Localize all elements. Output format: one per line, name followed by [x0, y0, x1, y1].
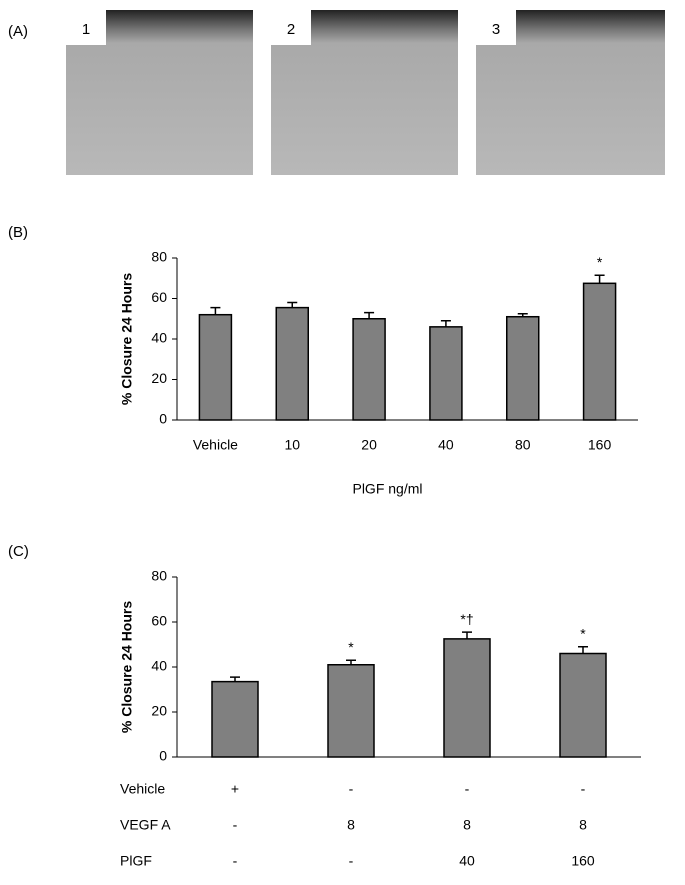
error-bar: [287, 301, 298, 308]
y-tick-label: 80: [151, 568, 167, 584]
table-cell: 40: [459, 853, 475, 869]
bar: [559, 652, 607, 758]
x-tick-label: 40: [438, 437, 454, 453]
image-label: 3: [492, 21, 500, 38]
image-label: 2: [287, 21, 295, 38]
y-tick-label: 60: [151, 289, 167, 305]
y-tick-label: 40: [151, 330, 167, 346]
error-bar: [517, 312, 528, 317]
bar: [352, 318, 386, 421]
row-label: VEGF A: [120, 817, 171, 833]
y-axis-label: % Closure 24 Hours: [119, 273, 135, 405]
x-axis-label: PlGF ng/ml: [352, 481, 422, 497]
panel-label: (C): [8, 543, 29, 560]
table-cell: -: [349, 781, 354, 797]
y-tick-label: 20: [151, 703, 167, 719]
bar: [582, 282, 617, 421]
error-bar: [440, 320, 451, 327]
error-bar: [364, 311, 375, 319]
bar: [275, 306, 309, 421]
micrograph: 1: [66, 10, 253, 175]
row-label: Vehicle: [120, 781, 165, 797]
y-axis-label: % Closure 24 Hours: [119, 601, 135, 733]
significance-mark: *: [597, 254, 603, 270]
micrograph: 3: [476, 10, 665, 175]
y-tick-label: 40: [151, 658, 167, 674]
bar: [443, 638, 491, 758]
error-bar: [210, 306, 221, 315]
micrograph: 2: [271, 10, 458, 175]
x-tick-label: 160: [588, 437, 612, 453]
y-tick-label: 0: [159, 748, 167, 764]
panel-label: (A): [8, 23, 28, 40]
row-label: PlGF: [120, 853, 152, 869]
table-cell: 8: [347, 817, 355, 833]
y-tick-label: 60: [151, 613, 167, 629]
table-cell: +: [231, 781, 239, 797]
y-tick-label: 20: [151, 370, 167, 386]
bar: [198, 313, 233, 421]
table-cell: -: [349, 853, 354, 869]
bar: [211, 680, 259, 758]
significance-mark: *: [348, 639, 354, 655]
table-cell: 160: [571, 853, 595, 869]
x-tick-label: 10: [284, 437, 300, 453]
table-cell: 8: [579, 817, 587, 833]
image-label: 1: [82, 21, 90, 38]
x-tick-label: 20: [361, 437, 377, 453]
significance-mark: *†: [460, 611, 473, 627]
table-cell: -: [233, 817, 238, 833]
y-tick-label: 0: [159, 411, 167, 427]
error-bar: [462, 631, 472, 639]
error-bar: [230, 676, 240, 682]
table-cell: -: [581, 781, 586, 797]
error-bar: [578, 646, 588, 654]
table-cell: -: [465, 781, 470, 797]
x-tick-label: Vehicle: [193, 437, 238, 453]
bar: [429, 326, 463, 421]
bar: [327, 664, 375, 758]
panel-label: (B): [8, 224, 28, 241]
error-bar: [594, 274, 605, 284]
significance-mark: *: [580, 625, 586, 641]
x-tick-label: 80: [515, 437, 531, 453]
table-cell: 8: [463, 817, 471, 833]
table-cell: -: [233, 853, 238, 869]
bar: [506, 315, 540, 421]
y-tick-label: 80: [151, 249, 167, 265]
error-bar: [346, 659, 356, 665]
